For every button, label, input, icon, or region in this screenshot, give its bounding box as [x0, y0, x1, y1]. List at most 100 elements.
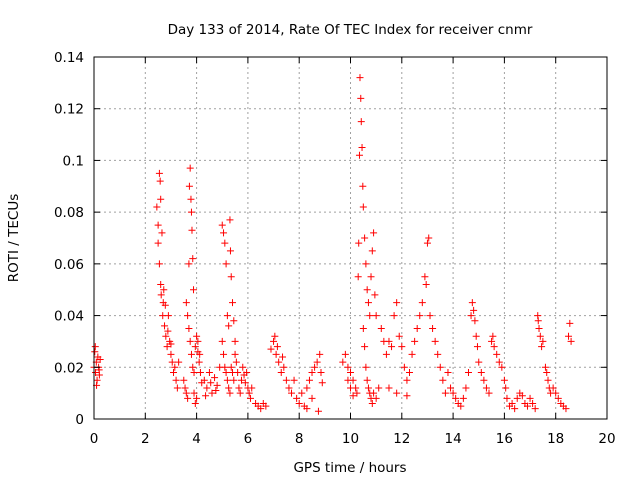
data-point	[361, 343, 369, 351]
data-point	[154, 239, 162, 247]
data-point	[213, 381, 221, 389]
data-point	[273, 343, 281, 351]
data-point	[459, 394, 467, 402]
data-point	[234, 368, 242, 376]
data-point	[313, 358, 321, 366]
y-tick-label: 0.06	[54, 257, 84, 273]
x-tick-label: 8	[295, 431, 304, 447]
data-point	[534, 317, 542, 325]
data-point	[167, 350, 175, 358]
data-point	[163, 343, 171, 351]
data-point	[92, 368, 100, 376]
data-point	[202, 392, 210, 400]
data-point	[308, 368, 316, 376]
data-point	[529, 399, 537, 407]
data-points	[90, 74, 575, 415]
data-point	[271, 332, 279, 340]
data-point	[538, 343, 546, 351]
chart-title: Day 133 of 2014, Rate Of TEC Index for r…	[168, 22, 533, 38]
data-point	[426, 312, 434, 320]
data-point	[222, 368, 230, 376]
data-point	[311, 363, 319, 371]
data-point	[239, 363, 247, 371]
data-point	[91, 348, 99, 356]
data-point	[552, 389, 560, 397]
data-point	[362, 260, 370, 268]
data-point	[158, 229, 166, 237]
data-point	[526, 394, 534, 402]
data-point	[185, 182, 193, 190]
data-point	[359, 182, 367, 190]
data-point	[191, 399, 199, 407]
data-point	[355, 151, 363, 159]
data-point	[349, 392, 357, 400]
y-axis-label: ROTI / TECUs	[6, 194, 22, 282]
y-tick-label: 0	[75, 412, 84, 428]
data-point	[227, 273, 235, 281]
data-point	[303, 384, 311, 392]
y-tick-labels: 0 0.02 0.04 0.06 0.08 0.1 0.12 0.14	[54, 50, 84, 428]
data-point	[471, 317, 479, 325]
data-point	[164, 312, 172, 320]
data-point	[185, 325, 193, 332]
data-point	[195, 358, 203, 366]
data-point	[403, 376, 411, 384]
data-point	[317, 368, 325, 376]
data-point	[196, 350, 204, 358]
data-point	[359, 203, 367, 211]
data-point	[220, 229, 228, 237]
data-point	[452, 394, 460, 402]
data-point	[191, 343, 199, 351]
data-point	[248, 384, 256, 392]
data-point	[91, 343, 99, 351]
data-point	[503, 394, 511, 402]
data-point	[161, 322, 169, 330]
data-point	[280, 363, 288, 371]
data-point	[357, 118, 365, 126]
data-point	[362, 363, 370, 371]
data-point	[156, 177, 164, 185]
data-point	[395, 332, 403, 340]
grid-lines	[94, 57, 607, 419]
data-point	[212, 387, 220, 395]
data-point	[523, 402, 531, 410]
data-point	[475, 358, 483, 366]
data-point	[372, 394, 380, 402]
data-point	[181, 384, 189, 392]
data-point	[344, 376, 352, 384]
data-point	[436, 363, 444, 371]
data-point	[298, 389, 306, 397]
data-point	[170, 368, 178, 376]
data-point	[190, 389, 198, 397]
data-point	[227, 363, 235, 371]
data-point	[275, 358, 283, 366]
y-tick-label: 0.12	[54, 102, 84, 118]
x-tick-labels: 0 2 4 6 8 10 12 14 16 18 20	[90, 431, 616, 447]
data-point	[493, 350, 501, 358]
data-point	[187, 208, 195, 216]
data-point	[277, 368, 285, 376]
data-point	[377, 325, 385, 332]
data-point	[187, 195, 195, 203]
data-point	[357, 94, 365, 102]
data-point	[447, 384, 455, 392]
data-point	[235, 384, 243, 392]
data-point	[230, 317, 238, 325]
data-point	[423, 239, 431, 247]
data-point	[194, 337, 202, 345]
data-point	[314, 407, 322, 415]
data-point	[303, 405, 311, 413]
y-tick-label: 0.14	[54, 50, 84, 66]
data-point	[567, 337, 575, 345]
data-point	[168, 358, 176, 366]
data-point	[364, 384, 372, 392]
data-point	[508, 399, 516, 407]
data-point	[549, 384, 557, 392]
x-tick-label: 10	[342, 431, 359, 447]
data-point	[408, 350, 416, 358]
data-point	[539, 337, 547, 345]
x-tick-label: 14	[445, 431, 462, 447]
x-tick-label: 16	[496, 431, 513, 447]
data-point	[385, 337, 393, 345]
